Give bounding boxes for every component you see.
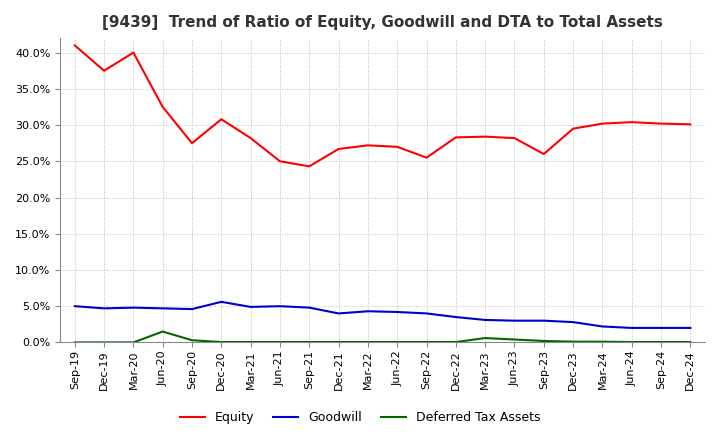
Line: Goodwill: Goodwill — [75, 302, 690, 328]
Equity — [305, 164, 314, 169]
Deferred Tax Assets — [100, 340, 109, 345]
Goodwill — [598, 324, 607, 329]
Deferred Tax Assets — [569, 339, 577, 345]
Goodwill — [188, 306, 197, 312]
Equity — [100, 68, 109, 73]
Deferred Tax Assets — [71, 340, 79, 345]
Deferred Tax Assets — [451, 339, 460, 345]
Goodwill — [158, 306, 167, 311]
Deferred Tax Assets — [627, 339, 636, 345]
Equity — [246, 136, 255, 141]
Equity — [481, 134, 490, 139]
Equity — [393, 144, 402, 150]
Goodwill — [100, 306, 109, 311]
Equity — [276, 159, 284, 164]
Deferred Tax Assets — [334, 339, 343, 345]
Goodwill — [451, 315, 460, 320]
Deferred Tax Assets — [364, 339, 372, 345]
Deferred Tax Assets — [129, 340, 138, 345]
Goodwill — [393, 309, 402, 315]
Goodwill — [510, 318, 519, 323]
Deferred Tax Assets — [422, 339, 431, 345]
Equity — [71, 43, 79, 48]
Goodwill — [246, 304, 255, 310]
Goodwill — [71, 304, 79, 309]
Equity — [539, 151, 548, 157]
Goodwill — [334, 311, 343, 316]
Goodwill — [422, 311, 431, 316]
Equity — [129, 50, 138, 55]
Goodwill — [627, 325, 636, 330]
Title: [9439]  Trend of Ratio of Equity, Goodwill and DTA to Total Assets: [9439] Trend of Ratio of Equity, Goodwil… — [102, 15, 663, 30]
Equity — [686, 122, 695, 127]
Line: Deferred Tax Assets: Deferred Tax Assets — [75, 332, 690, 342]
Deferred Tax Assets — [188, 337, 197, 343]
Equity — [657, 121, 665, 126]
Equity — [422, 155, 431, 160]
Goodwill — [539, 318, 548, 323]
Equity — [569, 126, 577, 131]
Deferred Tax Assets — [246, 339, 255, 345]
Equity — [364, 143, 372, 148]
Equity — [598, 121, 607, 126]
Equity — [627, 120, 636, 125]
Deferred Tax Assets — [657, 339, 665, 345]
Deferred Tax Assets — [217, 339, 225, 345]
Goodwill — [569, 319, 577, 325]
Deferred Tax Assets — [481, 335, 490, 341]
Goodwill — [364, 308, 372, 314]
Deferred Tax Assets — [158, 329, 167, 334]
Deferred Tax Assets — [686, 339, 695, 345]
Goodwill — [481, 317, 490, 323]
Goodwill — [276, 304, 284, 309]
Equity — [334, 147, 343, 152]
Goodwill — [129, 305, 138, 310]
Deferred Tax Assets — [393, 339, 402, 345]
Deferred Tax Assets — [539, 338, 548, 344]
Equity — [510, 136, 519, 141]
Equity — [188, 140, 197, 146]
Goodwill — [305, 305, 314, 310]
Goodwill — [657, 325, 665, 330]
Deferred Tax Assets — [598, 339, 607, 345]
Legend: Equity, Goodwill, Deferred Tax Assets: Equity, Goodwill, Deferred Tax Assets — [175, 407, 545, 429]
Equity — [217, 117, 225, 122]
Goodwill — [217, 299, 225, 304]
Deferred Tax Assets — [276, 339, 284, 345]
Deferred Tax Assets — [510, 337, 519, 342]
Deferred Tax Assets — [305, 339, 314, 345]
Equity — [158, 104, 167, 110]
Equity — [451, 135, 460, 140]
Line: Equity: Equity — [75, 45, 690, 166]
Goodwill — [686, 325, 695, 330]
